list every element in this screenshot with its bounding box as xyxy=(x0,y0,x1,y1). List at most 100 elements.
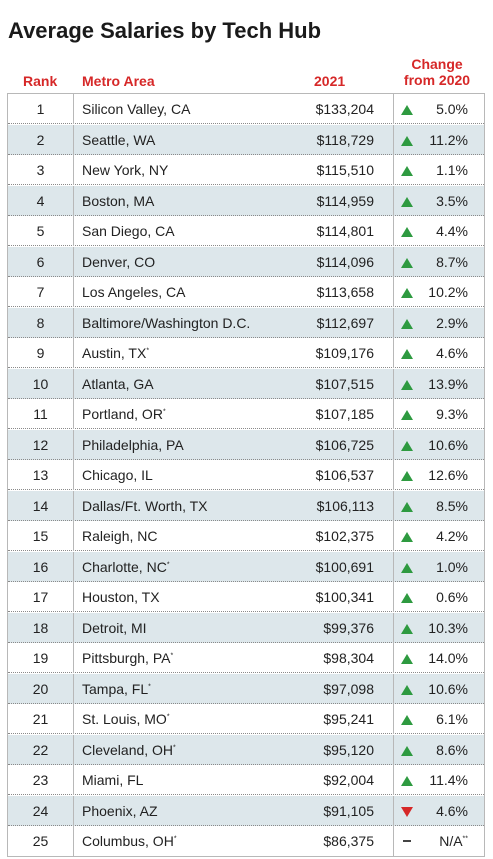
change-cell: 8.7% xyxy=(393,246,484,277)
rank-cell: 13 xyxy=(8,460,74,490)
salary-2021-cell: $133,204 xyxy=(315,101,374,117)
metro-area-name: Chicago, IL xyxy=(82,467,153,483)
salary-2021-cell: $102,375 xyxy=(315,528,374,544)
metro-area-name: Cleveland, OH xyxy=(82,741,174,758)
change-percent: 10.6% xyxy=(428,436,468,453)
triangle-up-icon xyxy=(401,471,413,481)
table-row: 14 Dallas/Ft. Worth, TX $106,113 8.5% xyxy=(8,490,484,521)
metro-area-name: Baltimore/Washington D.C. xyxy=(82,314,251,331)
salary-2021-cell: $92,004 xyxy=(323,772,374,788)
metro-area-name: Columbus, OH xyxy=(82,833,174,849)
salary-2021-cell: $98,304 xyxy=(323,650,374,666)
metro-area-cell: Pittsburgh, PA* xyxy=(82,643,173,673)
change-percent: 1.1% xyxy=(436,162,468,178)
triangle-up-icon xyxy=(401,501,413,512)
salary-2021-cell: $113,658 xyxy=(316,284,374,300)
table-row: 21 St. Louis, MO* $95,241 6.1% xyxy=(8,704,484,734)
change-value: N/A** xyxy=(439,826,468,856)
metro-area-cell: St. Louis, MO* xyxy=(82,704,170,734)
table-row: 7 Los Angeles, CA $113,658 10.2% xyxy=(8,277,484,307)
rank-cell: 23 xyxy=(8,765,74,795)
change-cell: 10.3% xyxy=(393,612,484,643)
change-value: 14.0% xyxy=(428,643,468,673)
rank-cell: 19 xyxy=(8,643,74,673)
salary-2021-cell: $106,725 xyxy=(315,436,374,453)
change-percent: 14.0% xyxy=(428,650,468,666)
metro-area-cell: Austin, TX* xyxy=(82,338,149,368)
metro-area-cell: Phoenix, AZ xyxy=(82,796,158,826)
change-percent: 8.5% xyxy=(436,497,468,514)
rank-cell: 18 xyxy=(8,612,74,643)
change-value: 3.5% xyxy=(436,186,468,216)
metro-area-name: Dallas/Ft. Worth, TX xyxy=(82,497,208,514)
footnote-marker: ** xyxy=(462,835,468,843)
change-percent: 4.4% xyxy=(436,223,468,239)
rank-cell: 4 xyxy=(8,185,74,216)
metro-area-name: Phoenix, AZ xyxy=(82,802,158,819)
change-cell: 13.9% xyxy=(393,368,484,399)
table-row: 20 Tampa, FL* $97,098 10.6% xyxy=(8,673,484,704)
triangle-up-icon xyxy=(401,654,413,664)
change-value: 5.0% xyxy=(436,94,468,124)
change-cell: 1.1% xyxy=(393,155,484,185)
change-percent: 5.0% xyxy=(436,101,468,117)
change-cell: 10.6% xyxy=(393,429,484,460)
table-row: 8 Baltimore/Washington D.C. $112,697 2.9% xyxy=(8,307,484,338)
metro-area-cell: Detroit, MI xyxy=(82,613,147,643)
table-row: 6 Denver, CO $114,096 8.7% xyxy=(8,246,484,277)
metro-area-cell: Portland, OR* xyxy=(82,399,166,429)
change-value: 11.2% xyxy=(429,125,468,155)
change-value: 12.6% xyxy=(428,460,468,490)
footnote-marker: * xyxy=(166,713,170,721)
change-value: 13.9% xyxy=(428,369,468,399)
rank-cell: 11 xyxy=(8,399,74,429)
change-cell: 11.4% xyxy=(393,765,484,795)
salary-2021-cell: $99,376 xyxy=(323,619,374,636)
metro-area-name: Houston, TX xyxy=(82,589,160,605)
metro-area-name: Seattle, WA xyxy=(82,131,156,148)
metro-area-name: Tampa, FL xyxy=(82,680,149,697)
change-cell: 10.2% xyxy=(393,277,484,307)
change-value: 1.0% xyxy=(436,552,468,582)
footnote-marker: * xyxy=(170,652,174,660)
rank-cell: 10 xyxy=(8,368,74,399)
change-percent: 9.3% xyxy=(436,406,468,422)
metro-area-cell: Raleigh, NC xyxy=(82,521,157,551)
rank-cell: 20 xyxy=(8,673,74,704)
change-percent: 13.9% xyxy=(428,375,468,392)
rank-cell: 17 xyxy=(8,582,74,612)
column-header-metro-area: Metro Area xyxy=(82,73,155,89)
metro-area-name: San Diego, CA xyxy=(82,223,175,239)
change-cell: 3.5% xyxy=(393,185,484,216)
metro-area-name: Silicon Valley, CA xyxy=(82,101,191,117)
salary-2021-cell: $107,515 xyxy=(315,375,374,392)
change-cell: 6.1% xyxy=(393,704,484,734)
metro-area-cell: Atlanta, GA xyxy=(82,369,154,399)
change-percent: 10.6% xyxy=(428,680,468,697)
triangle-up-icon xyxy=(401,776,413,786)
change-percent: 10.2% xyxy=(428,284,468,300)
rank-cell: 1 xyxy=(8,94,74,124)
metro-area-cell: Tampa, FL* xyxy=(82,674,151,704)
salary-2021-cell: $118,729 xyxy=(316,131,374,148)
change-cell: 4.6% xyxy=(393,795,484,826)
metro-area-cell: San Diego, CA xyxy=(82,216,175,246)
table-row: 15 Raleigh, NC $102,375 4.2% xyxy=(8,521,484,551)
change-value: 6.1% xyxy=(436,704,468,734)
header-area: Average Salaries by Tech Hub Rank Metro … xyxy=(0,0,493,92)
salary-2021-cell: $97,098 xyxy=(323,680,374,697)
metro-area-cell: Baltimore/Washington D.C. xyxy=(82,308,250,338)
table-row: 16 Charlotte, NC* $100,691 1.0% xyxy=(8,551,484,582)
table-row: 12 Philadelphia, PA $106,725 10.6% xyxy=(8,429,484,460)
triangle-up-icon xyxy=(401,379,413,390)
metro-area-cell: Silicon Valley, CA xyxy=(82,94,190,124)
rank-cell: 25 xyxy=(8,826,74,856)
rank-cell: 24 xyxy=(8,795,74,826)
table-row: 18 Detroit, MI $99,376 10.3% xyxy=(8,612,484,643)
page-title: Average Salaries by Tech Hub xyxy=(8,18,322,43)
change-cell: 14.0% xyxy=(393,643,484,673)
metro-area-name: Raleigh, NC xyxy=(82,528,158,544)
change-value: 11.4% xyxy=(429,765,468,795)
rank-cell: 14 xyxy=(8,490,74,521)
triangle-up-icon xyxy=(401,562,413,573)
